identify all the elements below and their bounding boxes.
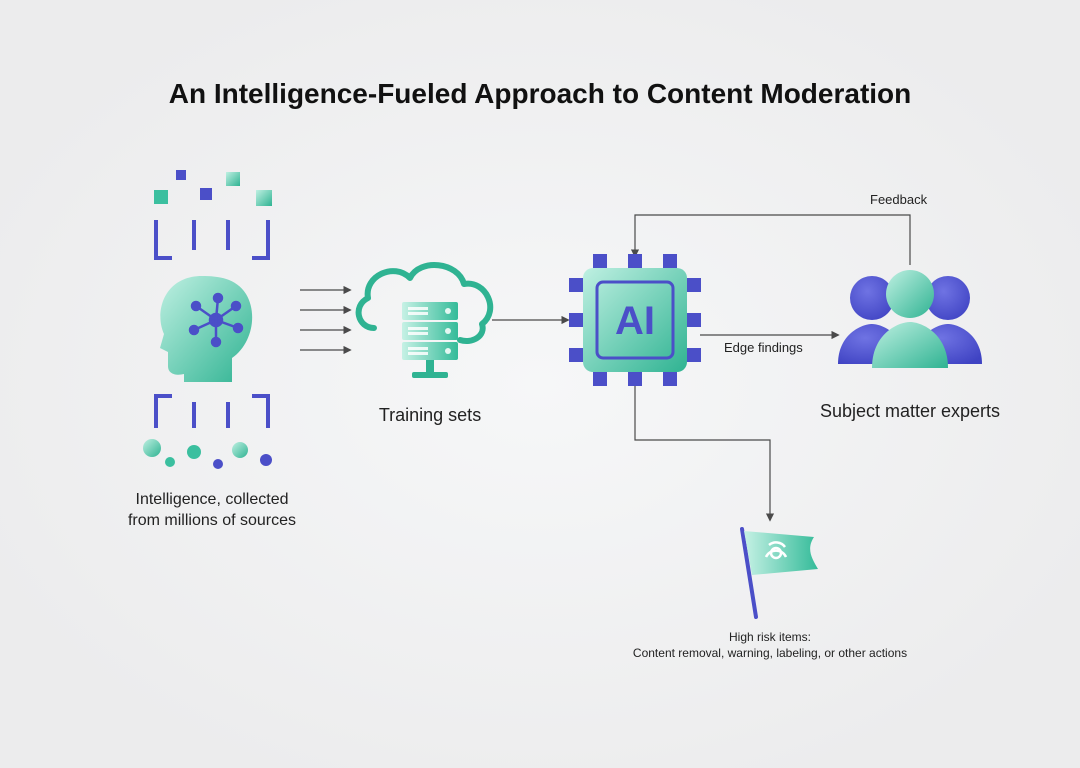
svg-text:AI: AI (615, 299, 655, 343)
flag-icon (742, 529, 818, 617)
experts-icon (838, 270, 982, 368)
edge-findings-label: Edge findings (724, 340, 803, 355)
intelligence-label: Intelligence, collectedfrom millions of … (92, 490, 332, 532)
diagram-canvas: An Intelligence-Fueled Approach to Conte… (0, 0, 1080, 768)
intelligence-icon (143, 170, 272, 469)
arrow-down-to-flag (635, 384, 770, 520)
feedback-label: Feedback (870, 192, 927, 207)
ai-chip-icon: AI (569, 254, 701, 386)
flag-label: High risk items:Content removal, warning… (590, 630, 950, 661)
training-label: Training sets (350, 404, 510, 427)
arrows-intel-to-training (300, 290, 350, 350)
experts-label: Subject matter experts (790, 400, 1030, 423)
training-cloud-icon (359, 265, 491, 378)
